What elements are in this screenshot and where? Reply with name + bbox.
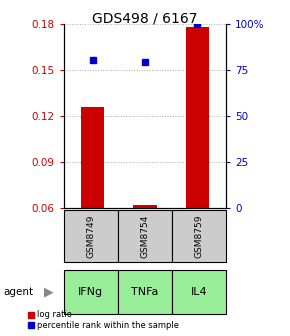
Text: IL4: IL4 [191, 287, 207, 297]
Text: GSM8759: GSM8759 [195, 214, 204, 258]
Text: TNFa: TNFa [131, 287, 159, 297]
Text: GSM8754: GSM8754 [140, 214, 150, 258]
Text: ▶: ▶ [44, 286, 54, 299]
Text: GDS498 / 6167: GDS498 / 6167 [92, 12, 198, 26]
Bar [81, 107, 104, 208]
Legend: log ratio, percentile rank within the sample: log ratio, percentile rank within the sa… [27, 310, 180, 330]
Text: agent: agent [3, 287, 33, 297]
Bar [133, 205, 157, 208]
Text: IFNg: IFNg [78, 287, 104, 297]
Text: GSM8749: GSM8749 [86, 214, 95, 258]
Bar [186, 27, 209, 208]
